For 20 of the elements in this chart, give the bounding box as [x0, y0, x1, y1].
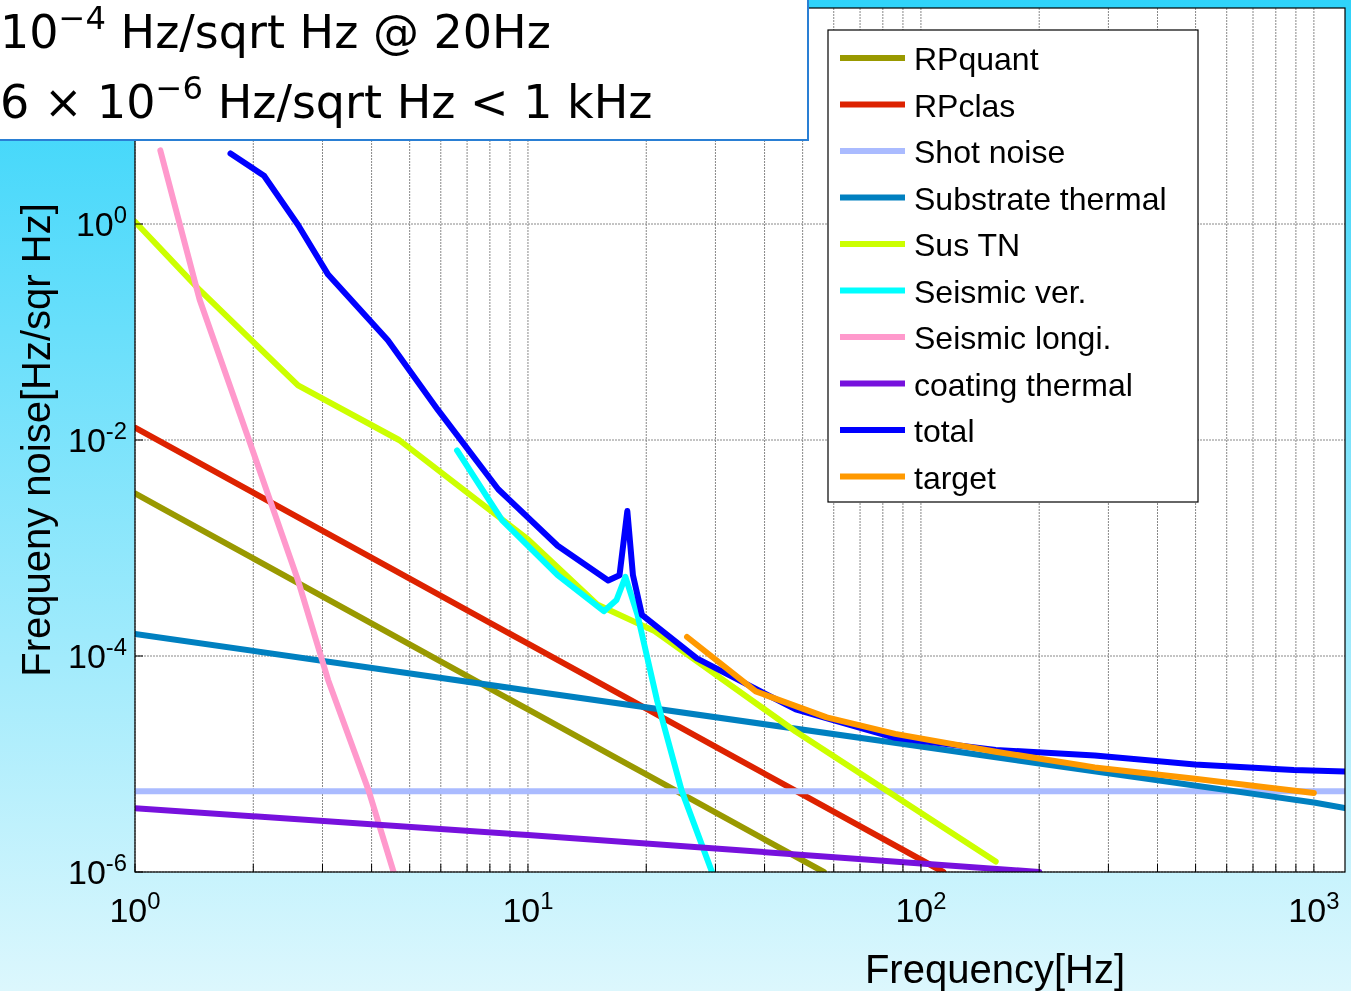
- y-axis-title: Frequeny noise[Hz/sqr Hz]: [14, 203, 58, 677]
- y-tick-label: 10$^{-2}$: [68, 416, 127, 459]
- y-tick-label: 10$^{-4}$: [68, 632, 127, 675]
- legend-label: coating thermal: [914, 366, 1133, 403]
- annotation: 10$^{−4}$ Hz/sqrt Hz @ 20Hz: [0, 0, 551, 59]
- x-tick-label: 10$^{1}$: [502, 886, 554, 929]
- legend-label: RPquant: [914, 41, 1039, 77]
- legend-label: target: [914, 459, 996, 496]
- x-tick-label: 10$^{3}$: [1288, 886, 1340, 929]
- legend-label: Sus TN: [914, 227, 1021, 263]
- legend-label: RPclas: [914, 87, 1016, 124]
- legend-label: Shot noise: [914, 134, 1066, 170]
- legend-label: Substrate thermal: [914, 180, 1167, 217]
- legend-label: Seismic longi.: [914, 320, 1112, 356]
- y-tick-label: 10$^{0}$: [75, 200, 127, 243]
- x-tick-label: 10$^{2}$: [895, 886, 947, 929]
- legend-label: total: [914, 413, 975, 449]
- x-axis-title: Frequency[Hz]: [864, 947, 1126, 991]
- legend-label: Seismic ver.: [914, 273, 1087, 310]
- annotation: 6 × 10$^{−6}$ Hz/sqrt Hz < 1 kHz: [0, 69, 653, 129]
